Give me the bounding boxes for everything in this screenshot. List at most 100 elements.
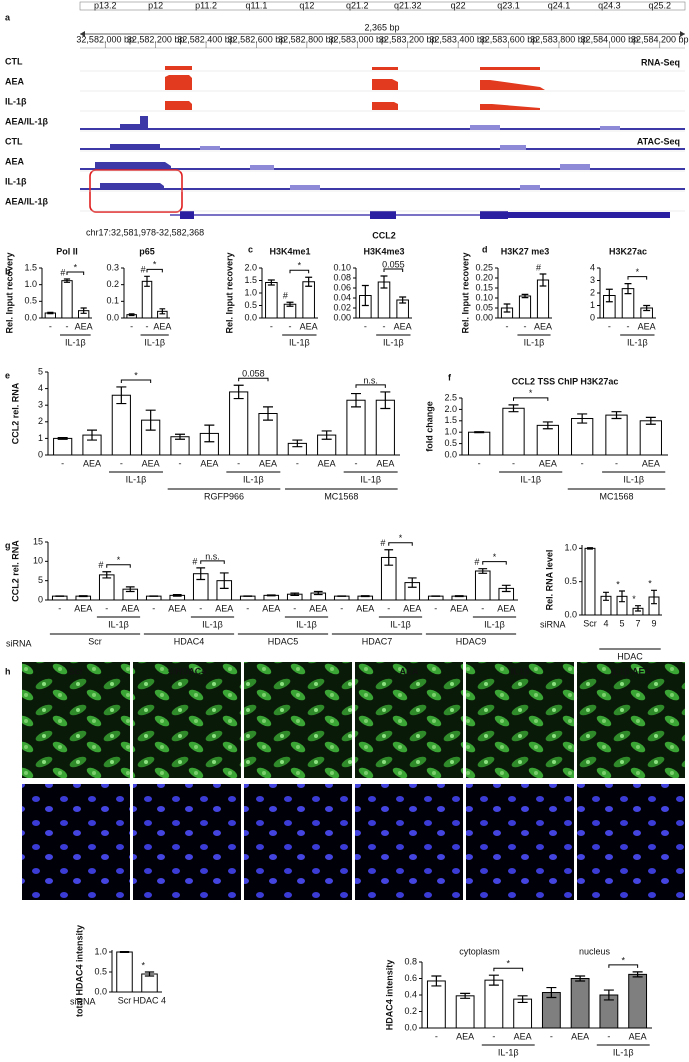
- annotation: *: [298, 261, 302, 271]
- x-tick-label: -: [481, 603, 484, 613]
- annotation: #: [98, 560, 103, 570]
- annotation: *: [632, 594, 636, 604]
- group-label: IL-1β: [108, 619, 129, 629]
- y-tick-label: 15: [33, 536, 43, 546]
- error-bar: [204, 424, 215, 443]
- atac-label: ATAC-Seq: [637, 136, 680, 146]
- error-bar: [542, 421, 553, 430]
- bracket: [388, 542, 413, 546]
- bracket: [238, 377, 269, 382]
- bar: [570, 978, 590, 1029]
- bar: [116, 951, 133, 993]
- x-tick-label: -: [355, 458, 358, 468]
- error-bar: [577, 413, 588, 424]
- group-label: IL-1β: [383, 337, 404, 347]
- error-bar: [431, 975, 442, 987]
- x-tick-label: AEA: [456, 1031, 474, 1041]
- error-bar: [360, 595, 370, 598]
- band-label: q23.1: [497, 0, 520, 10]
- y-tick-label: 1.0: [24, 279, 37, 289]
- error-bar: [196, 567, 206, 581]
- chart-title: p65: [139, 246, 155, 256]
- bracket: [493, 967, 524, 972]
- x-tick-label: AEA: [642, 458, 660, 468]
- annotation: *: [134, 370, 138, 380]
- y-tick-label: 0: [38, 449, 43, 459]
- error-bar: [116, 386, 127, 405]
- x-tick-label: AEA: [629, 1031, 647, 1041]
- bar: [141, 973, 158, 993]
- y-tick-label: 0.0: [24, 312, 37, 322]
- position-label: 32,582,800 bp: [278, 34, 336, 44]
- error-bar: [159, 308, 166, 315]
- annotation: *: [506, 959, 510, 969]
- x-tick-label: AEA: [168, 603, 186, 613]
- bracket: [482, 561, 507, 565]
- x-tick-label: AEA: [215, 603, 233, 613]
- x-tick-label: AEA: [121, 603, 139, 613]
- bar: [111, 394, 131, 456]
- track-label: AEA/IL-1β: [5, 116, 49, 126]
- bar: [513, 998, 533, 1029]
- y-tick-label: 0.08: [333, 272, 351, 282]
- y-tick-label: 5: [38, 575, 43, 585]
- bar: [61, 280, 73, 319]
- x-tick-label: AEA: [74, 603, 92, 613]
- track-label: AEA/IL-1β: [5, 196, 49, 206]
- x-tick-label: -: [581, 458, 584, 468]
- y-tick-label: 2.5: [444, 392, 457, 402]
- x-tick-label: -: [120, 458, 123, 468]
- x-tick-label: AEA: [497, 603, 515, 613]
- bracket: [608, 964, 639, 968]
- track-label: IL-1β: [5, 176, 27, 186]
- y-tick-label: 0.20: [475, 272, 493, 282]
- y-tick-label: 0.00: [333, 312, 351, 322]
- position-label: 32,583,800 bp: [530, 34, 588, 44]
- bracket: [200, 560, 225, 564]
- x-tick-label: 9: [651, 618, 656, 628]
- bar: [584, 547, 596, 616]
- x-axis-label: siRNA: [6, 638, 32, 648]
- x-tick-label: AEA: [376, 458, 394, 468]
- error-bar: [575, 975, 586, 982]
- error-bar: [501, 584, 511, 593]
- y-tick-label: 0.0: [106, 312, 119, 322]
- image-label: AEA: [399, 666, 419, 676]
- x-tick-label: AEA: [403, 603, 421, 613]
- y-tick-label: 1.0: [244, 287, 257, 297]
- error-bar: [266, 594, 276, 597]
- group-label: IL-1β: [524, 337, 545, 347]
- error-bar: [587, 547, 593, 550]
- error-bar: [351, 392, 361, 408]
- x-tick-label: -: [66, 321, 69, 331]
- chart-title: Pol II: [56, 246, 78, 256]
- x-tick-label: -: [296, 458, 299, 468]
- x-tick-label: -: [607, 1031, 610, 1041]
- y-tick-label: 3: [590, 275, 595, 285]
- x-tick-label: AEA: [356, 603, 374, 613]
- bar: [518, 295, 532, 319]
- panel-label: h: [5, 666, 11, 676]
- y-tick-label: 0.0: [564, 609, 577, 619]
- y-tick-label: 0.1: [106, 296, 119, 306]
- supergroup-label: HDAC5: [268, 636, 299, 646]
- x-tick-label: -: [246, 603, 249, 613]
- span-label: 2,365 bp: [364, 22, 399, 32]
- band-label: q22: [451, 0, 466, 10]
- panel-label: b: [5, 266, 11, 276]
- x-tick-label: 7: [635, 618, 640, 628]
- y-tick-label: 1.0: [94, 946, 107, 956]
- y-tick-label: 0.00: [475, 312, 493, 322]
- chart-title: CCL2 TSS ChIP H3K27ac: [512, 376, 619, 386]
- annotation: #: [192, 556, 197, 566]
- x-tick-label: -: [506, 321, 509, 331]
- annotation: #: [474, 557, 479, 567]
- y-tick-label: 0.5: [24, 296, 37, 306]
- x-axis-label: siRNA: [540, 619, 566, 629]
- x-tick-label: -: [237, 458, 240, 468]
- position-label: 32,584,000 bp: [581, 34, 639, 44]
- panel-label: e: [5, 370, 10, 380]
- bar: [571, 418, 594, 456]
- y-tick-label: 2: [590, 287, 595, 297]
- y-tick-label: 0.05: [475, 302, 493, 312]
